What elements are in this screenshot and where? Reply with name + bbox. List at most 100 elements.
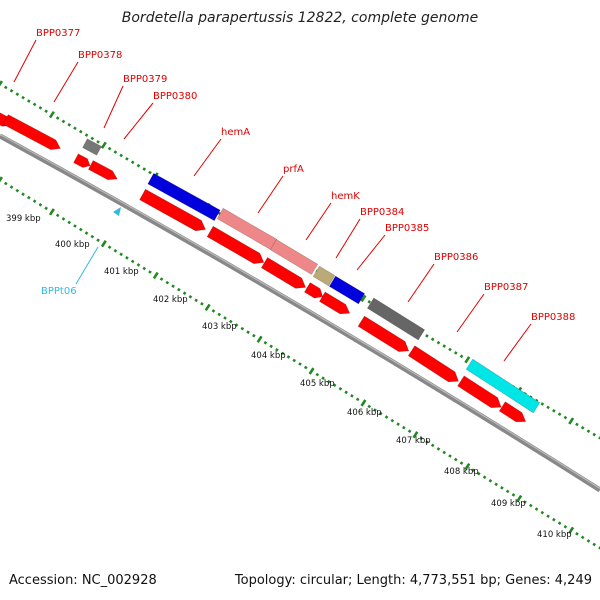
inner-track-dot [321,376,325,380]
inner-track-dot [355,397,360,402]
gene-prfa-part[interactable] [269,239,319,275]
outer-track-dot [563,415,568,420]
gene-label-bpp0386[interactable]: BPP0386 [434,252,478,263]
gene-label-bpp0384[interactable]: BPP0384 [360,207,404,218]
inner-track-dot [505,489,510,494]
outer-track-dot [90,136,95,141]
gene-bpp0387[interactable] [407,345,462,387]
inner-track-dot [350,394,354,398]
outer-track-dot [15,92,20,97]
inner-track-dot [107,245,112,250]
inner-track-dot [327,379,331,384]
outer-track-dot [430,337,435,342]
inner-track-dot [528,503,533,508]
inner-track-dot [378,411,383,416]
inner-track-dot [200,302,204,306]
inner-track-dot [471,468,475,472]
gene-hema[interactable] [147,172,221,222]
inner-track-dot [568,526,575,534]
inner-track-dot [407,429,412,434]
outer-track-dot [38,106,43,110]
inner-track-dot [78,227,83,232]
gene-label-prfa[interactable]: prfA [283,164,304,175]
outer-track-dot [96,140,100,144]
gene-label-bpp0380[interactable]: BPP0380 [153,91,197,102]
outer-track-dot [130,160,135,165]
inner-track-dot [442,450,447,455]
inner-track-dot [436,447,441,451]
outer-track-dot [84,133,89,137]
inner-track-dot [482,475,487,480]
inner-track-dot [459,461,464,465]
trna-bppt06-marker[interactable] [113,207,121,216]
outer-track-dot [598,436,600,440]
gene-hema-lower[interactable] [139,188,209,234]
gene-bpp0388[interactable] [465,358,541,414]
inner-track-dot [100,240,107,248]
gene-bpp0385[interactable] [319,291,352,318]
gene-bpp0384-lower[interactable] [304,282,325,302]
inner-track-dot [275,348,279,352]
gene-hemk[interactable] [312,265,336,287]
outer-track-dot [142,167,147,171]
scale-label: 401 kbp [104,267,139,277]
gene-label-bpp0379[interactable]: BPP0379 [123,74,167,85]
inner-track-dot [217,312,222,317]
gene-label-hemk[interactable]: hemK [331,191,360,202]
inner-track-dot [494,482,498,487]
inner-track-dot [165,280,170,285]
outer-track-dot [3,85,8,90]
gene-label-hema[interactable]: hemA [221,127,250,138]
inner-track-dot [464,462,471,471]
inner-track-dot [182,291,187,296]
gene-bpp0388-lower[interactable] [498,401,528,426]
gene-label-bpp0388[interactable]: BPP0388 [531,312,575,323]
inner-track-dot [3,181,8,186]
gene-label-bpp0377[interactable]: BPP0377 [36,28,80,39]
inner-track-dot [32,199,37,204]
outer-track-dot [367,300,372,304]
scale-label-group: 399 kbp 400 kbp 401 kbp 402 kbp 403 kbp 404 k… [6,214,572,540]
gene-hemk-lower[interactable] [260,257,308,292]
inner-track-dot [557,521,562,526]
inner-track-dot [402,425,406,430]
trna-label-bppt06[interactable]: BPPt06 [41,286,77,297]
inner-track-dot [390,418,395,423]
gene-bpp0386[interactable] [366,297,426,341]
gene-bpp0379[interactable] [73,153,93,170]
outer-track-dot [464,356,471,364]
inner-track-dot [9,185,14,189]
inner-track-dot [130,259,135,264]
gene-bpp0386-lower[interactable] [357,315,412,356]
inner-track-dot [148,270,152,274]
gene-bpp0378[interactable] [82,138,102,156]
outer-track-dot [540,402,545,406]
inner-track-dot [269,344,273,349]
gene-bpp0380[interactable] [88,160,119,184]
inner-track-dot [425,440,429,444]
inner-track-dot [125,256,129,260]
scale-label: 399 kbp [6,214,41,224]
inner-track-dot [332,383,337,388]
gene-prfa-lower[interactable] [206,225,267,267]
gene-bpp0377[interactable] [2,114,63,154]
outer-track-dot [575,422,579,427]
outer-track-dot [32,102,37,107]
gene-bpp0384[interactable] [328,275,366,305]
inner-track-dot [61,217,66,221]
gene-label-bpp0387[interactable]: BPP0387 [484,282,528,293]
label-leader-line [305,202,332,241]
outer-track-dot [568,417,575,425]
gene-bpp0387b[interactable] [457,375,505,412]
outer-track-dot [148,170,152,175]
inner-track-dot [0,176,3,184]
gene-label-bpp0385[interactable]: BPP0385 [385,223,429,234]
scale-label: 400 kbp [55,240,90,250]
inner-track-dot [412,431,419,439]
outer-track-dot [55,116,60,120]
inner-track-dot [256,335,263,343]
outer-track-dot [67,123,72,127]
gene-label-bpp0378[interactable]: BPP0378 [78,50,122,61]
label-leader-line [456,293,485,333]
